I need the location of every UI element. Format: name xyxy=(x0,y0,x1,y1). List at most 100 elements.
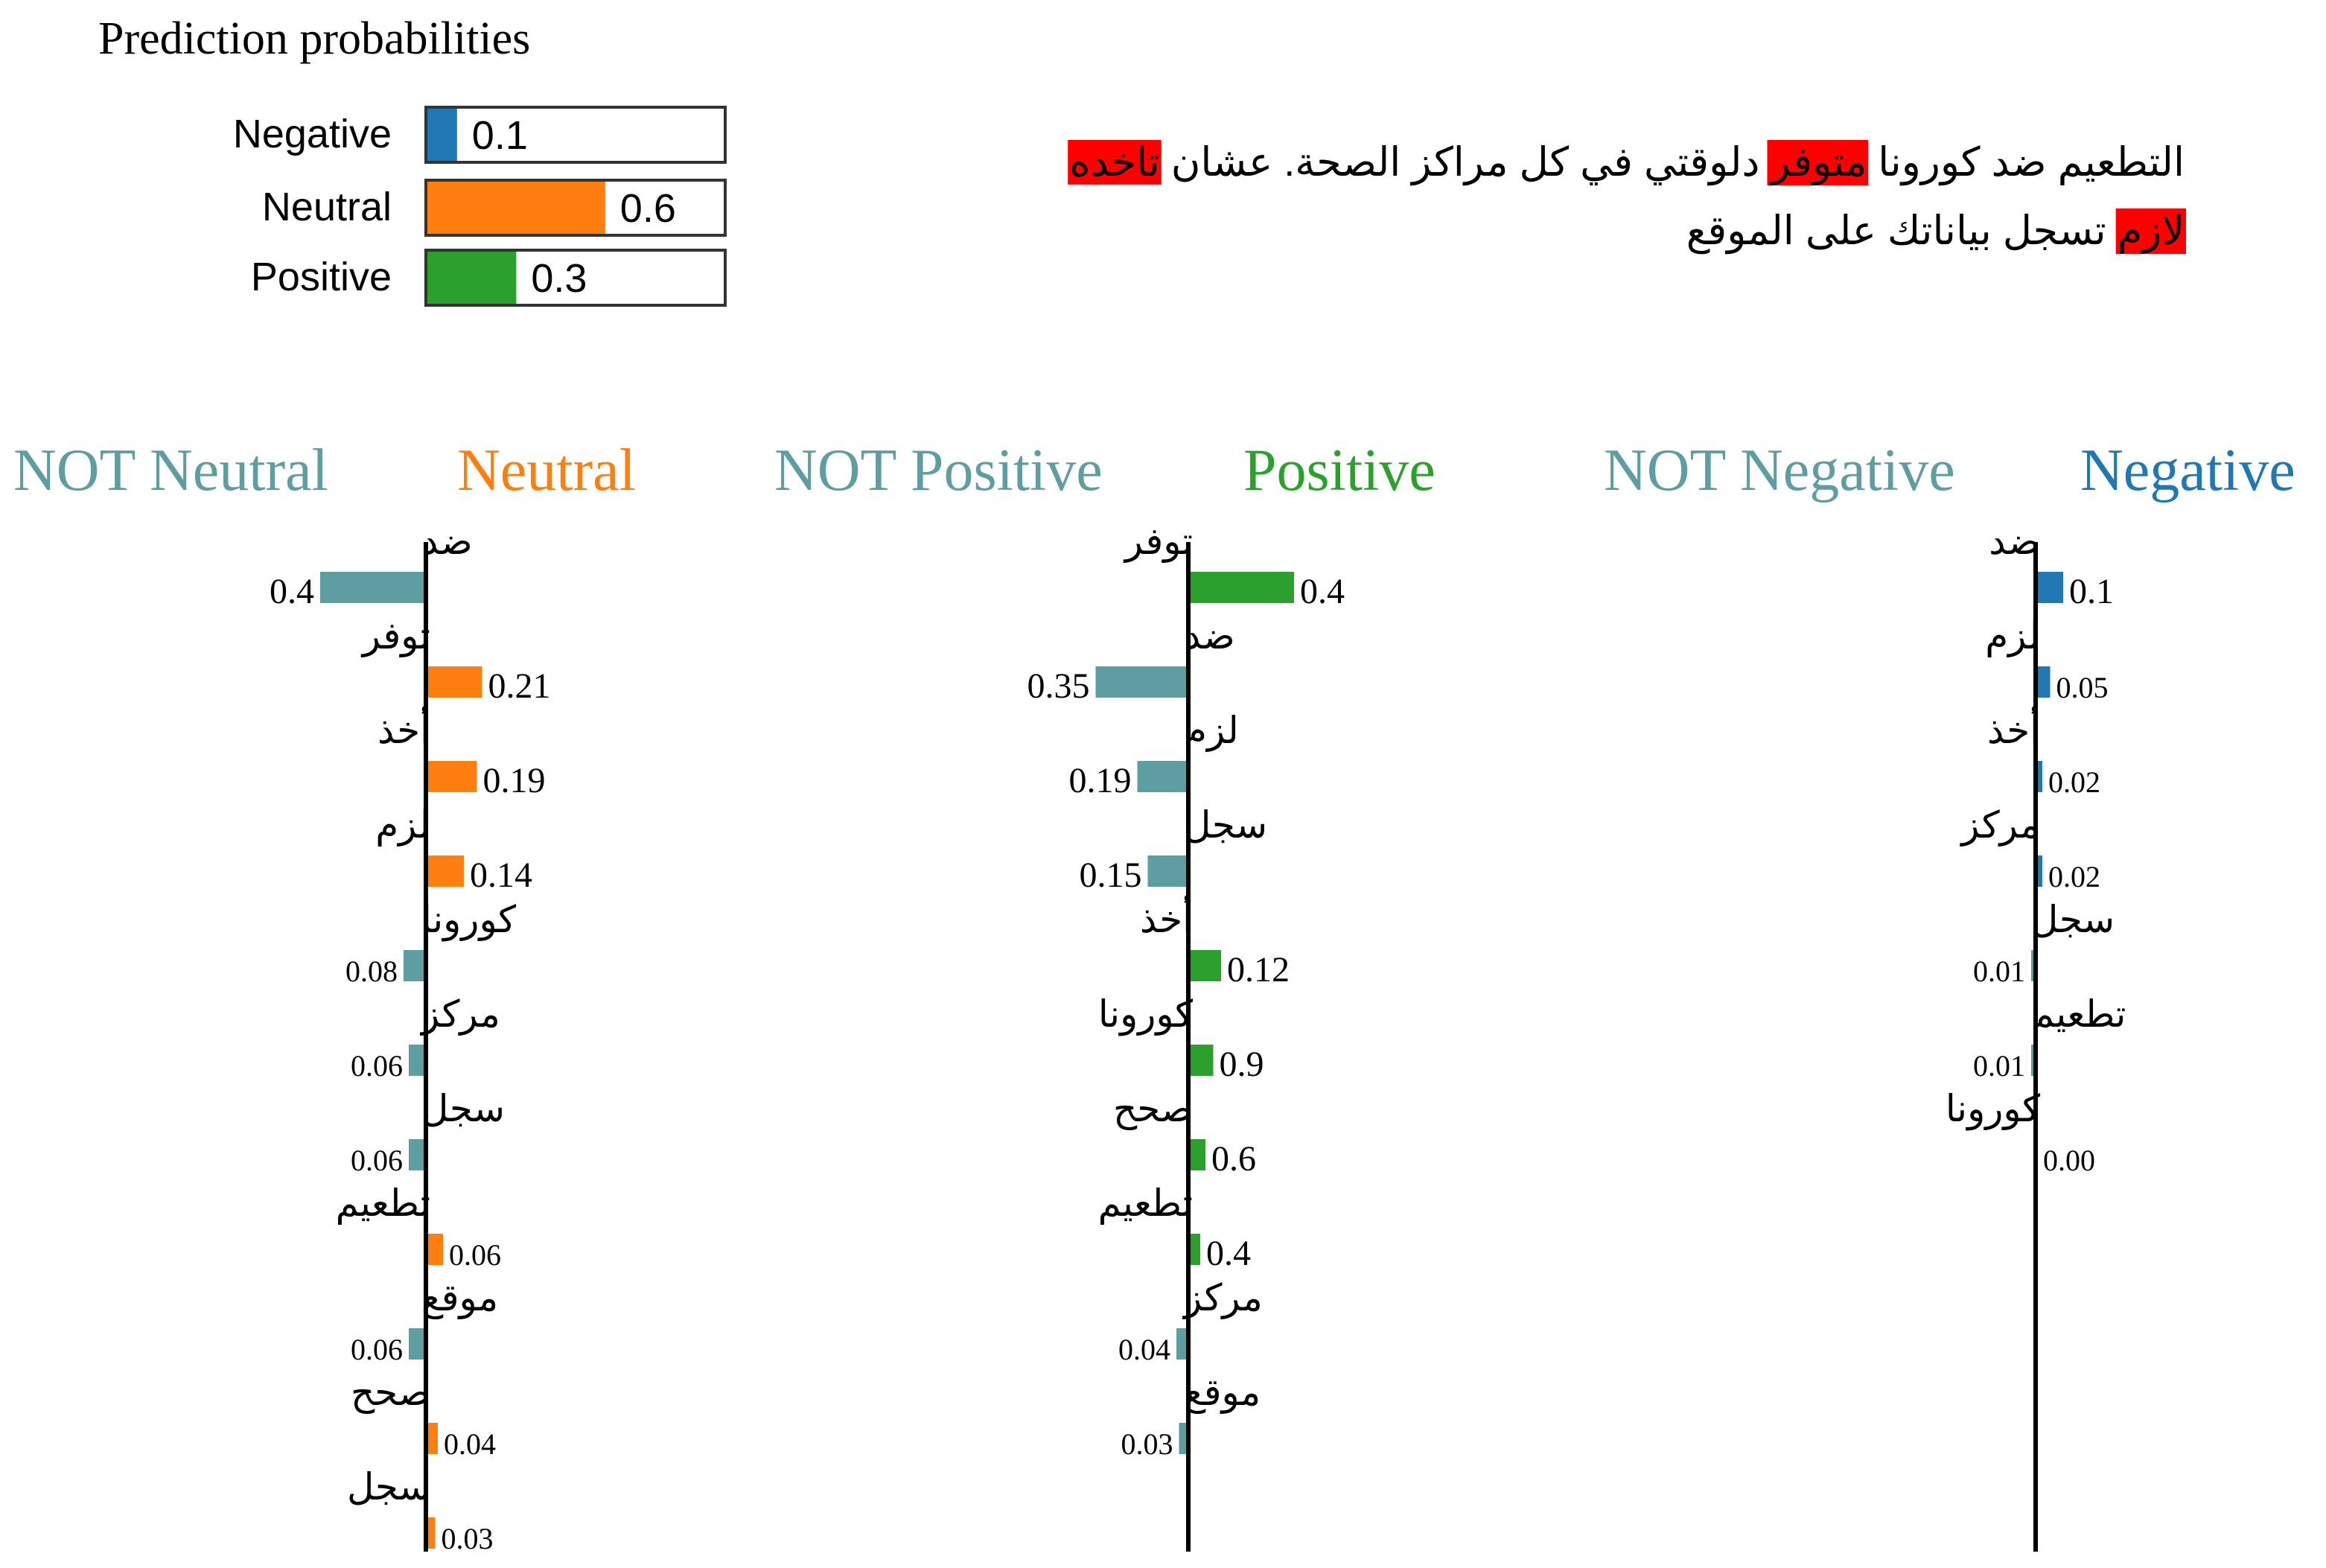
feature-bar xyxy=(427,1423,438,1454)
feature-value: 0.08 xyxy=(345,954,398,988)
feature-bar xyxy=(1190,950,1221,981)
text-line-2: لازم تسجل بياناتك على الموقع xyxy=(1686,208,2185,255)
chart-positive: NOT Positive Positive توفر 0.4 ضد 0.35 لزم 0.19… xyxy=(774,438,1436,1552)
text-line-1: التطعيم ضد كورونا متوفر دلوقتي في كل مرا… xyxy=(1069,140,2185,185)
text-segment: تسجل بياناتك على الموقع xyxy=(1686,208,2118,255)
feature-bar xyxy=(1095,666,1187,698)
feature-value: 0.4 xyxy=(270,572,314,611)
feature-weight-charts: NOT Neutral Neutral ضد 0.4 توفر 0.21 أخذ 0.19 لز… xyxy=(13,438,2295,1555)
feature-value: 0.19 xyxy=(483,761,546,800)
feature-value: 0.21 xyxy=(488,666,551,706)
feature-value: 0.12 xyxy=(1227,950,1290,989)
feature-word: أخذ xyxy=(1987,706,2040,751)
class-label-positive: Positive xyxy=(251,255,392,299)
feature-word: سجل xyxy=(347,1466,430,1508)
feature-bar xyxy=(2037,666,2051,698)
feature-word: كورونا xyxy=(1098,993,1193,1036)
feature-bar xyxy=(1190,1139,1205,1170)
feature-word: سجل xyxy=(421,1088,505,1129)
feature-bar xyxy=(1176,1328,1187,1360)
feature-bar xyxy=(409,1328,424,1360)
feature-word: تطعيم xyxy=(2031,993,2126,1036)
feature-word: ضد xyxy=(1989,520,2040,562)
feature-bar xyxy=(2031,950,2034,981)
feature-value: 0.01 xyxy=(1973,1049,2025,1083)
feature-value: 0.06 xyxy=(449,1238,501,1272)
feature-value: 0.06 xyxy=(351,1144,403,1177)
feature-bar xyxy=(320,572,424,603)
text-segment: دلوقتي في كل مراكز الصحة. عشان xyxy=(1160,140,1771,185)
chart-right-label: Negative xyxy=(2080,438,2295,503)
prediction-probabilities-panel: Prediction probabilities Negative 0.1 Neutr… xyxy=(98,13,727,307)
feature-value: 0.1 xyxy=(2069,572,2114,611)
feature-bar xyxy=(427,1517,436,1549)
probability-bar-positive xyxy=(427,252,517,304)
feature-bar xyxy=(427,855,464,887)
chart-right-label: Neutral xyxy=(457,438,636,503)
feature-value: 0.03 xyxy=(1121,1427,1173,1461)
probability-value-negative: 0.1 xyxy=(472,113,528,158)
feature-bar xyxy=(409,1045,424,1076)
feature-word: ضد xyxy=(1184,615,1235,657)
feature-word: كورونا xyxy=(1946,1088,2040,1131)
feature-word: ضد xyxy=(421,520,473,562)
highlighted-word: تاخده xyxy=(1069,140,1160,185)
word-highlight xyxy=(1068,140,1162,185)
probability-value-neutral: 0.6 xyxy=(620,186,676,231)
feature-bar xyxy=(2037,855,2042,887)
feature-word: صحح xyxy=(351,1371,430,1415)
feature-value: 0.15 xyxy=(1080,855,1142,895)
probability-value-positive: 0.3 xyxy=(531,256,587,301)
feature-value: 0.4 xyxy=(1300,572,1345,611)
feature-value: 0.02 xyxy=(2048,765,2100,799)
chart-neutral: NOT Neutral Neutral ضد 0.4 توفر 0.21 أخذ 0.19 لز… xyxy=(13,438,636,1555)
probability-box-negative xyxy=(424,106,727,164)
feature-word: صحح xyxy=(1113,1088,1193,1131)
feature-bar xyxy=(427,1234,443,1265)
feature-bar xyxy=(2037,761,2042,792)
text-segment: التطعيم ضد كورونا xyxy=(1867,140,2185,185)
feature-value: 0.06 xyxy=(351,1049,403,1083)
feature-word: سجل xyxy=(1184,804,1267,846)
prediction-title: Prediction probabilities xyxy=(98,13,530,64)
feature-value: 0.03 xyxy=(442,1522,494,1555)
chart-right-label: Positive xyxy=(1243,438,1436,503)
feature-value: 0.19 xyxy=(1069,761,1132,800)
highlighted-word: لازم xyxy=(2118,208,2185,254)
word-highlight xyxy=(1767,140,1869,185)
feature-word: مركز xyxy=(419,993,500,1036)
feature-value: 0.04 xyxy=(1118,1333,1170,1366)
feature-word: كورونا xyxy=(421,899,516,942)
feature-bar xyxy=(1190,572,1294,603)
feature-word: مركز xyxy=(1959,804,2040,847)
chart-left-label: NOT Negative xyxy=(1604,438,1955,503)
feature-value: 0.00 xyxy=(2043,1144,2095,1177)
feature-value: 0.06 xyxy=(351,1333,403,1366)
feature-value: 0.35 xyxy=(1027,666,1090,706)
feature-bar xyxy=(1147,855,1187,887)
feature-bar xyxy=(1190,1234,1200,1265)
feature-word: لزم xyxy=(1184,710,1239,752)
feature-word: توفر xyxy=(360,615,430,657)
feature-value: 0.14 xyxy=(470,855,532,895)
feature-value: 0.04 xyxy=(444,1427,496,1461)
feature-bar xyxy=(427,666,482,698)
probability-bar-negative xyxy=(427,109,457,161)
feature-word: لزم xyxy=(375,804,430,847)
feature-bar xyxy=(1137,761,1187,792)
word-highlight xyxy=(2115,208,2186,254)
feature-word: تطعيم xyxy=(1098,1182,1193,1225)
feature-word: سجل xyxy=(2031,899,2115,940)
feature-bar xyxy=(2031,1045,2034,1076)
feature-bar xyxy=(404,950,424,981)
feature-word: مركز xyxy=(1182,1277,1263,1319)
feature-bar xyxy=(1179,1423,1187,1454)
highlighted-text-panel: التطعيم ضد كورونا متوفر دلوقتي في كل مرا… xyxy=(1068,140,2186,255)
feature-bar xyxy=(1190,1045,1214,1076)
feature-bar xyxy=(2037,572,2063,603)
feature-word: توفر xyxy=(1123,520,1193,563)
feature-word: تطعيم xyxy=(336,1182,430,1225)
feature-word: موقع xyxy=(1184,1371,1261,1415)
feature-bar xyxy=(427,761,477,792)
feature-value: 0.4 xyxy=(1206,1234,1251,1273)
